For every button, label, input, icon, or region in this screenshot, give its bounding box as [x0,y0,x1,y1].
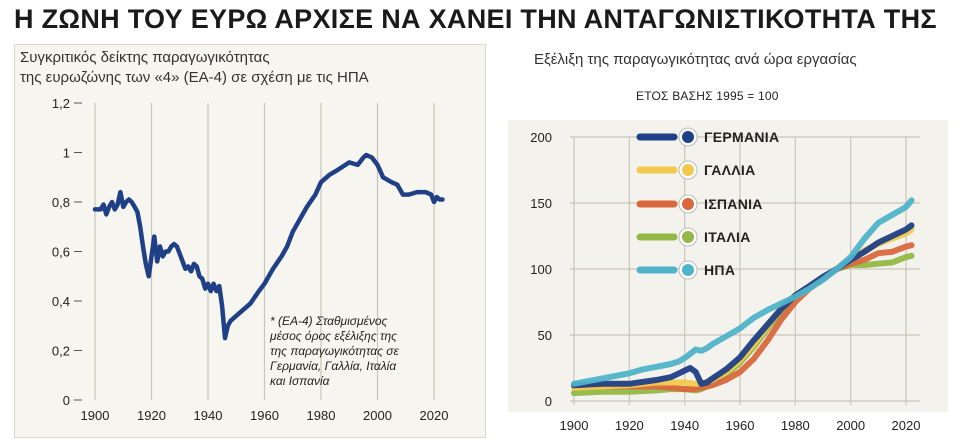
left-footnote-line-2: μέσος όρος εξέλιξης της [270,329,397,343]
right-y-tick-label: 0 [545,394,552,409]
left-footnote-line-1: * (ΕΑ-4) Σταθμισμένος [270,314,388,328]
base-year-label: ΕΤΟΣ ΒΑΣΗΣ 1995 = 100 [636,89,779,103]
left-series-line [92,152,445,341]
left-x-tick-label: 2020 [420,408,449,423]
legend-flag-icon-fill-germany [682,131,694,143]
legend-flag-icon-fill-france [682,164,694,176]
left-x-tick-label: 1920 [137,408,166,423]
right-x-tick-label: 1920 [615,418,644,433]
right-y-tick-label: 50 [538,328,552,343]
legend-label-italy: ΙΤΑΛΙΑ [704,229,751,245]
right-x-tick-label: 1940 [670,418,699,433]
left-x-tick-label: 1960 [250,408,279,423]
right-x-tick-label: 2000 [836,418,865,433]
left-x-tick-label: 1900 [81,408,110,423]
right-subtitle: Εξέλιξη της παραγωγικότητας ανά ώρα εργα… [534,51,857,68]
legend-label-usa: ΗΠΑ [704,262,735,278]
right-y-tick-label: 200 [530,130,552,145]
left-footnote-line-4: Γερμανία, Γαλλία, Ιταλία [270,359,397,373]
left-y-tick-label: 1 [63,146,70,161]
page-title: Η ΖΩΝΗ ΤΟΥ ΕΥΡΩ ΑΡΧΙΣΕ ΝΑ ΧΑΝΕΙ ΤΗΝ ΑΝΤΑ… [14,4,937,34]
right-y-tick-label: 150 [530,196,552,211]
right-x-tick-label: 1900 [560,418,589,433]
left-x-tick-label: 1980 [307,408,336,423]
right-x-tick-label: 2020 [892,418,921,433]
left-y-tick-label: 1,2 [52,96,70,111]
right-series-line-spain [571,242,915,393]
left-y-tick-label: 0,6 [52,245,70,260]
left-x-tick-label: 2000 [363,408,392,423]
left-y-tick-label: 0,4 [52,294,70,309]
legend-label-germany: ΓΕΡΜΑΝΙΑ [704,129,779,145]
right-series-line-usa [571,197,915,387]
left-footnote: * (ΕΑ-4) Σταθμισμένος μέσος όρος εξέλιξη… [270,314,450,389]
legend-label-france: ΓΑΛΛΙΑ [704,162,755,178]
legend-label-spain: ΙΣΠΑΝΙΑ [704,196,763,212]
left-subtitle-line-2: της ευρωζώνης των «4» (ΕΑ-4) σε σχέση με… [20,69,369,86]
legend-flag-icon-fill-usa [682,264,694,276]
left-y-tick-label: 0,8 [52,195,70,210]
right-y-tick-label: 100 [530,262,552,277]
left-footnote-line-3: της παραγωγικότητας σε [270,344,399,358]
right-series-line-germany [571,222,915,389]
legend-flag-icon-fill-italy [682,231,694,243]
left-y-tick-label: 0,2 [52,344,70,359]
right-x-tick-label: 1960 [726,418,755,433]
left-x-tick-label: 1940 [194,408,223,423]
legend-flag-icon-fill-spain [682,198,694,210]
left-subtitle-line-1: Συγκριτικός δείκτης παραγωγικότητας [20,49,270,66]
right-x-tick-label: 1980 [781,418,810,433]
left-footnote-line-5: και Ισπανία [270,374,330,388]
left-y-tick-label: 0 [63,393,70,408]
left-chart-panel [14,44,486,438]
